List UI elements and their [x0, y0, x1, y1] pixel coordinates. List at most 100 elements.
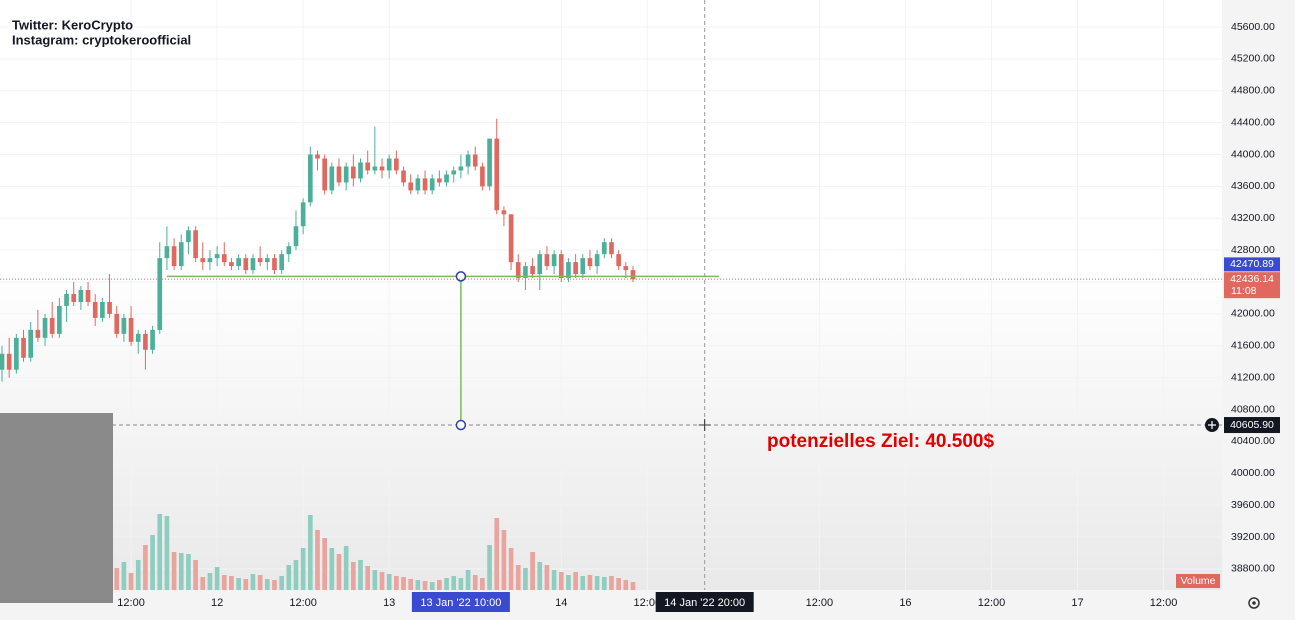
x-tick-label: 16: [899, 597, 911, 609]
measure-handle[interactable]: [455, 271, 467, 282]
candle-body: [408, 182, 414, 191]
volume-label: Volume: [1180, 575, 1215, 587]
candle-body: [229, 262, 234, 267]
volume-bar: [243, 579, 249, 590]
candle-body: [279, 254, 284, 271]
volume-bar: [257, 575, 263, 590]
y-tick-label: 39200.00: [1231, 531, 1275, 543]
volume-bar: [164, 516, 170, 590]
volume-bar: [200, 577, 206, 590]
volume-bar: [429, 582, 435, 590]
watermark: Instagram: cryptokeroofficial: [12, 32, 191, 47]
candle-body: [150, 329, 155, 350]
x-tick-label: 12:00: [117, 597, 145, 609]
candle-body: [200, 258, 206, 263]
candle-body: [64, 294, 69, 306]
candle-body: [551, 254, 557, 267]
candle-body: [587, 258, 593, 267]
level-price-box: [1224, 257, 1280, 272]
candle-body: [573, 262, 578, 275]
target-price-box: [1224, 417, 1280, 434]
candle-body: [429, 178, 435, 191]
candle-body: [71, 294, 77, 302]
candle-body: [214, 254, 220, 259]
volume-bar: [221, 575, 227, 590]
x-tick-label: 14: [555, 597, 567, 609]
volume-bar: [114, 568, 120, 590]
candle-body: [530, 266, 535, 275]
candle-body: [358, 162, 363, 179]
candle-body: [422, 178, 428, 191]
volume-bar: [515, 565, 521, 590]
y-tick-label: 44400.00: [1231, 116, 1275, 128]
volume-bar: [157, 514, 163, 590]
volume-bar: [372, 570, 378, 590]
volume-bar: [264, 579, 270, 590]
candle-body: [558, 254, 564, 279]
candle-body: [609, 242, 614, 255]
volume-bar: [143, 545, 148, 590]
volume-bar: [558, 572, 564, 590]
candle-body: [114, 313, 120, 334]
settings-icon[interactable]: [1248, 597, 1260, 609]
candle-body: [243, 258, 249, 271]
volume-bar: [401, 577, 406, 590]
volume-bar: [623, 580, 629, 590]
volume-bar: [601, 577, 607, 590]
volume-bar: [351, 562, 356, 590]
candle-body: [42, 317, 48, 338]
volume-bar: [307, 515, 313, 590]
volume-bar: [279, 576, 284, 590]
volume-bar: [465, 570, 471, 590]
candle-body: [465, 154, 471, 167]
candle-body: [343, 166, 349, 183]
last-price-label: 42436.14: [1230, 273, 1274, 285]
volume-bar: [616, 578, 621, 590]
volume-bar: [386, 574, 392, 590]
volume-bar: [437, 580, 442, 590]
volume-bar: [229, 576, 234, 590]
x-tick-label: 17: [1071, 597, 1083, 609]
x-tick-label: 12:00: [634, 597, 662, 609]
volume-bar: [315, 530, 320, 590]
volume-bar: [566, 575, 571, 590]
volume-label-box: [1176, 574, 1220, 588]
candle-body: [250, 258, 256, 271]
candle-body: [221, 254, 227, 263]
candle-body: [401, 170, 406, 183]
y-tick-label: 44800.00: [1231, 85, 1275, 97]
volume-bar: [494, 518, 500, 590]
volume-bar: [365, 566, 371, 590]
volume-bar: [214, 567, 220, 590]
y-tick-label: 43600.00: [1231, 180, 1275, 192]
y-tick-label: 41200.00: [1231, 371, 1275, 383]
volume-bar: [272, 580, 277, 590]
y-tick-label: 42000.00: [1231, 308, 1275, 320]
volume-bar: [286, 565, 292, 590]
candle-body: [164, 246, 170, 259]
volume-bar: [472, 575, 478, 590]
candle-body: [315, 154, 320, 159]
volume-bar: [121, 562, 127, 590]
volume-bar: [508, 548, 514, 590]
volume-bar: [451, 576, 457, 590]
candle-body: [307, 154, 313, 203]
candle-body: [601, 242, 607, 255]
y-tick-label: 41600.00: [1231, 340, 1275, 352]
measure-handle[interactable]: [455, 419, 467, 431]
volume-bar: [293, 560, 299, 590]
volume-bar: [250, 574, 256, 590]
candle-body: [501, 210, 507, 215]
candle-body: [186, 230, 191, 243]
candle-body: [21, 337, 26, 358]
plot-background: [0, 0, 1222, 590]
candle-body: [616, 254, 621, 267]
add-alert-icon: [1208, 421, 1216, 430]
candle-body: [272, 258, 277, 271]
volume-bar: [408, 579, 414, 590]
volume-bar: [551, 570, 557, 590]
target-price-label: 40605.90: [1230, 419, 1274, 431]
volume-bar: [537, 562, 543, 590]
